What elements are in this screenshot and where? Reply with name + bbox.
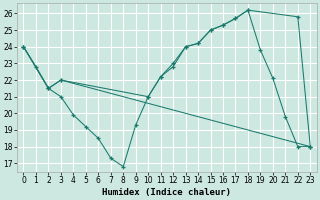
- X-axis label: Humidex (Indice chaleur): Humidex (Indice chaleur): [102, 188, 231, 197]
